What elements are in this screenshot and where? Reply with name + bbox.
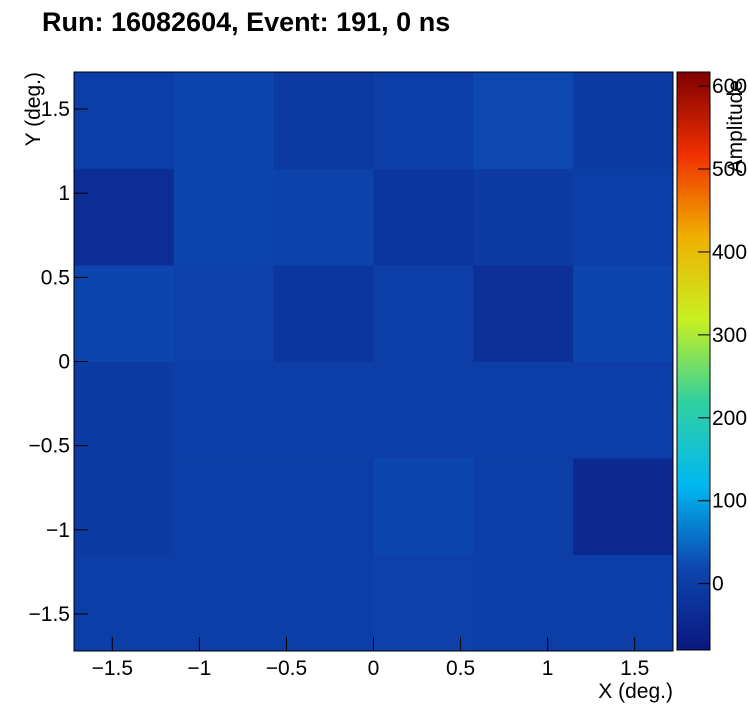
heatmap-cell [573,168,674,266]
colorbar-tick-label: 0 [712,573,724,596]
x-tick-label: 1 [542,657,554,680]
heatmap-cell [473,457,574,556]
y-axis-label: Y (deg.) [22,72,45,146]
heatmap-cell [273,457,374,556]
colorbar-tick-label: 400 [712,241,747,264]
heatmap-cell [173,168,275,266]
x-tick-label: 1.5 [620,657,649,680]
heatmap-cell [473,265,574,362]
x-tick-label: −1.5 [92,657,133,680]
heatmap-cell [573,457,674,556]
x-tick-label: 0.5 [446,657,475,680]
heatmap-cell [373,457,474,556]
heatmap-cell [173,554,275,652]
colorbar-tick-label: 500 [712,158,747,181]
colorbar-tick-label: 100 [712,490,747,513]
heatmap-cell [473,361,574,459]
colorbar-tick-label: 600 [712,75,747,98]
heatmap-cell [74,265,175,362]
heatmap-cell [573,72,674,169]
colorbar-tick-label: 300 [712,324,747,347]
heatmap-cell [173,361,275,459]
y-tick-label: −1.5 [29,603,70,626]
heatmap-cell [173,265,275,362]
heatmap-cell [273,554,374,652]
heatmap-cell [74,168,175,266]
heatmap-cell [74,72,175,169]
heatmap-cell [273,265,374,362]
heatmap-cell [473,72,574,169]
y-tick-label: 0 [58,351,70,374]
colorbar-tick-label: 200 [712,407,747,430]
heatmap-cell [373,554,474,652]
heatmap-cell [273,168,374,266]
y-tick-label: −0.5 [29,435,70,458]
chart-title: Run: 16082604, Event: 191, 0 ns [42,7,450,37]
heatmap-cell [373,168,474,266]
x-axis-label: X (deg.) [598,680,673,703]
y-tick-label: 1 [58,182,70,205]
heatmap-cell [573,361,674,459]
heatmap-cell [273,72,374,169]
heatmap-cell [573,265,674,362]
heatmap-cell [373,72,474,169]
heatmap-cell [473,168,574,266]
y-tick-label: 0.5 [41,266,70,289]
heatmap-cell [74,457,175,556]
heatmap-cell [373,361,474,459]
y-tick-label: −1 [46,519,70,542]
heatmap-cell [373,265,474,362]
x-tick-label: −0.5 [266,657,307,680]
heatmap-cell [473,554,574,652]
colorbar-label: Amplitude [724,80,747,173]
heatmap-cell [573,554,674,652]
heatmap-cell [173,457,275,556]
heatmap-cell [273,361,374,459]
heatmap-cell [74,361,175,459]
colorbar [676,71,711,651]
y-tick-label: 1.5 [41,98,70,121]
heatmap-cell [74,554,175,652]
heatmap-cell [173,72,275,169]
x-tick-label: −1 [187,657,211,680]
x-tick-label: 0 [368,657,380,680]
